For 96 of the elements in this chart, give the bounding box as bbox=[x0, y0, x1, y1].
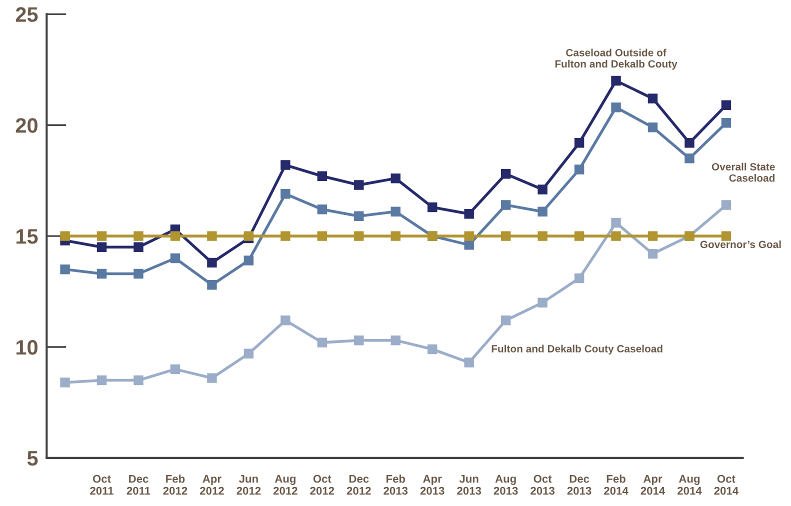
point bbox=[207, 258, 217, 268]
series-label: Caseload Outside of Fulton and Dekalb Couty bbox=[555, 48, 678, 70]
point bbox=[280, 189, 290, 199]
point bbox=[134, 242, 144, 252]
x-tick-label: Oct 2012 bbox=[310, 474, 334, 495]
point bbox=[500, 231, 511, 241]
x-tick-label: Oct 2013 bbox=[530, 474, 555, 495]
point bbox=[96, 242, 107, 252]
point bbox=[574, 231, 584, 241]
series-label: Overall State Caseload bbox=[712, 162, 775, 182]
point bbox=[500, 200, 511, 210]
x-tick-label: Dec 2011 bbox=[126, 475, 150, 495]
point bbox=[390, 335, 400, 346]
point bbox=[207, 231, 217, 241]
point bbox=[390, 174, 400, 184]
point bbox=[317, 204, 328, 214]
point bbox=[464, 240, 474, 250]
point bbox=[60, 264, 70, 274]
y-tick-label: 15 bbox=[16, 229, 38, 244]
point bbox=[721, 231, 732, 241]
point bbox=[464, 209, 474, 219]
point bbox=[244, 231, 254, 241]
point bbox=[280, 231, 290, 241]
point bbox=[207, 373, 217, 383]
x-tick-label: Aug 2013 bbox=[494, 474, 518, 495]
x-tick-label: Oct 2014 bbox=[714, 474, 739, 495]
point bbox=[464, 358, 474, 368]
point bbox=[354, 211, 364, 221]
point bbox=[611, 76, 621, 86]
x-tick-label: Aug 2012 bbox=[273, 474, 298, 495]
point bbox=[96, 231, 107, 241]
point bbox=[574, 273, 584, 284]
x-tick-label: Apr 2012 bbox=[200, 475, 224, 495]
point bbox=[684, 138, 694, 148]
point bbox=[538, 206, 548, 217]
x-tick-label: Apr 2014 bbox=[640, 475, 666, 495]
point bbox=[280, 316, 290, 326]
x-tick-label: Feb 2012 bbox=[163, 474, 188, 495]
point bbox=[60, 231, 70, 241]
point bbox=[134, 375, 144, 386]
point bbox=[428, 344, 438, 354]
point bbox=[574, 164, 584, 174]
point bbox=[134, 231, 144, 241]
point bbox=[538, 231, 548, 241]
point bbox=[96, 268, 107, 279]
point bbox=[354, 180, 364, 190]
point bbox=[280, 160, 290, 170]
point bbox=[390, 231, 400, 241]
point bbox=[721, 100, 732, 110]
point bbox=[170, 231, 180, 241]
x-tick-label: Jun 2012 bbox=[236, 475, 261, 495]
x-tick-label: Apr 2013 bbox=[420, 475, 444, 495]
point bbox=[390, 206, 400, 217]
point bbox=[464, 231, 474, 241]
x-tick-label: Dec 2012 bbox=[346, 475, 371, 495]
point bbox=[500, 316, 511, 326]
point bbox=[317, 338, 328, 348]
series-label: Governor’s Goal bbox=[700, 240, 781, 248]
point bbox=[244, 256, 254, 266]
y-tick-label: 25 bbox=[16, 7, 38, 22]
x-tick-label: Feb 2014 bbox=[604, 474, 628, 495]
point bbox=[611, 218, 621, 228]
point bbox=[134, 268, 144, 279]
point bbox=[60, 378, 70, 388]
y-tick-label: 5 bbox=[27, 451, 38, 466]
point bbox=[317, 231, 328, 241]
point bbox=[648, 231, 658, 241]
y-tick-label: 20 bbox=[16, 118, 38, 133]
point bbox=[648, 248, 658, 259]
point bbox=[354, 335, 364, 346]
point bbox=[721, 200, 732, 210]
point bbox=[574, 138, 584, 148]
point bbox=[170, 364, 180, 374]
point bbox=[207, 280, 217, 290]
point bbox=[538, 298, 548, 308]
point bbox=[611, 231, 621, 241]
point bbox=[170, 253, 180, 264]
point bbox=[354, 231, 364, 241]
point bbox=[648, 94, 658, 104]
point bbox=[721, 118, 732, 128]
x-tick-label: Dec 2013 bbox=[567, 475, 592, 495]
point bbox=[428, 202, 438, 212]
x-tick-label: Aug 2014 bbox=[678, 474, 702, 495]
point bbox=[611, 102, 621, 112]
x-tick-label: Feb 2013 bbox=[384, 474, 408, 495]
x-tick-label: Oct 2011 bbox=[90, 474, 114, 495]
point bbox=[538, 184, 548, 194]
x-tick-label: Jun 2013 bbox=[457, 475, 482, 495]
point bbox=[317, 171, 328, 182]
point bbox=[244, 348, 254, 359]
point bbox=[648, 122, 658, 132]
y-tick-label: 10 bbox=[16, 340, 38, 355]
point bbox=[96, 375, 107, 386]
series-label: Fulton and Dekalb Couty Caseload bbox=[492, 344, 662, 354]
point bbox=[684, 154, 694, 164]
point bbox=[500, 169, 511, 179]
